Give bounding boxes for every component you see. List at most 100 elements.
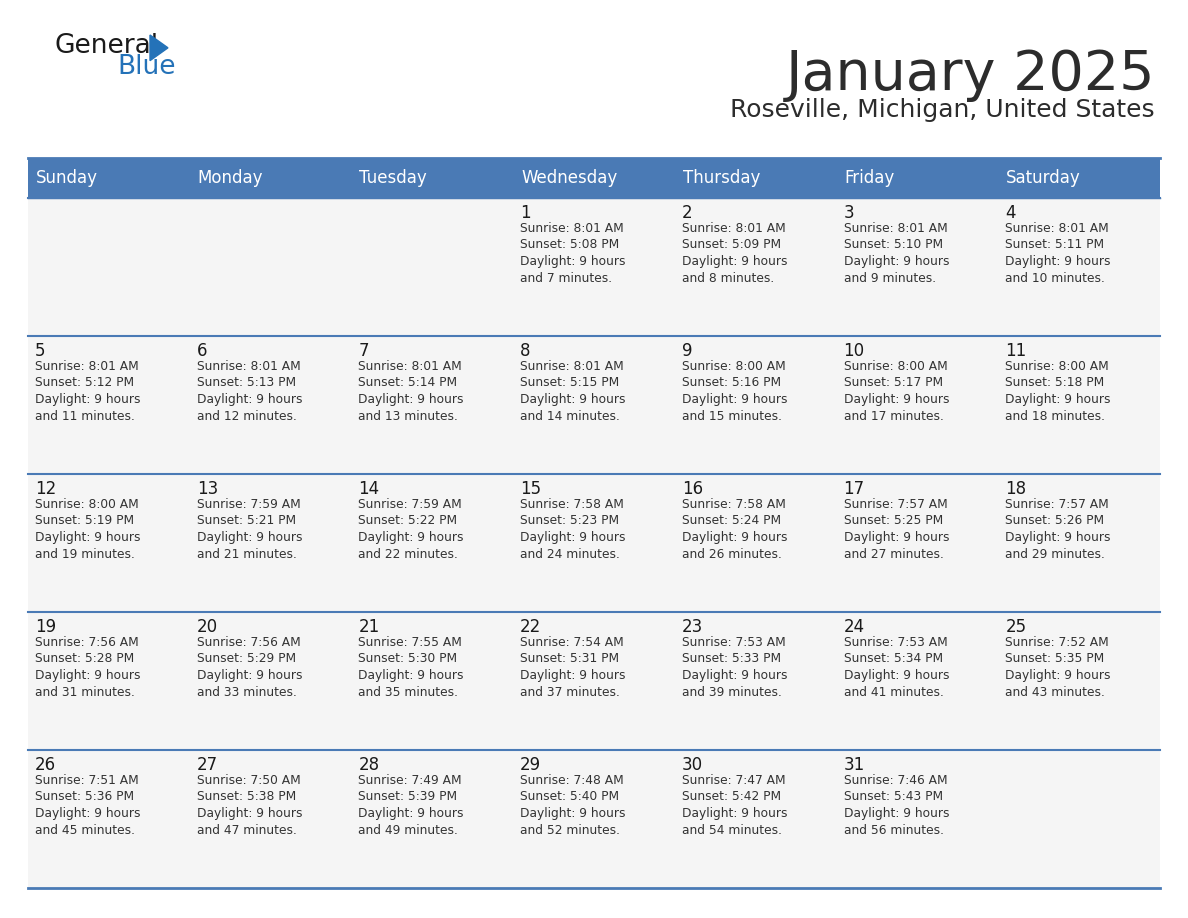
Bar xyxy=(998,158,1159,198)
Text: 25: 25 xyxy=(1005,618,1026,636)
Text: and 13 minutes.: and 13 minutes. xyxy=(359,409,459,422)
Text: Sunrise: 7:56 AM: Sunrise: 7:56 AM xyxy=(197,636,301,649)
Bar xyxy=(29,336,1159,474)
Text: Daylight: 9 hours: Daylight: 9 hours xyxy=(843,255,949,268)
Bar xyxy=(29,198,1159,336)
Bar xyxy=(29,750,1159,888)
Text: Daylight: 9 hours: Daylight: 9 hours xyxy=(843,531,949,544)
Text: Daylight: 9 hours: Daylight: 9 hours xyxy=(197,531,302,544)
Text: Sunrise: 8:00 AM: Sunrise: 8:00 AM xyxy=(34,498,139,511)
Text: and 11 minutes.: and 11 minutes. xyxy=(34,409,135,422)
Text: and 52 minutes.: and 52 minutes. xyxy=(520,823,620,836)
Text: Daylight: 9 hours: Daylight: 9 hours xyxy=(359,393,465,406)
Text: 2: 2 xyxy=(682,204,693,222)
Text: 22: 22 xyxy=(520,618,542,636)
Text: Blue: Blue xyxy=(116,54,176,80)
Text: Sunset: 5:29 PM: Sunset: 5:29 PM xyxy=(197,653,296,666)
Text: Sunrise: 7:55 AM: Sunrise: 7:55 AM xyxy=(359,636,462,649)
Text: Daylight: 9 hours: Daylight: 9 hours xyxy=(682,531,788,544)
Text: and 22 minutes.: and 22 minutes. xyxy=(359,547,459,561)
Text: and 14 minutes.: and 14 minutes. xyxy=(520,409,620,422)
Text: Daylight: 9 hours: Daylight: 9 hours xyxy=(1005,393,1111,406)
Text: Thursday: Thursday xyxy=(683,169,760,187)
Text: General: General xyxy=(55,33,159,59)
Text: and 26 minutes.: and 26 minutes. xyxy=(682,547,782,561)
Text: Daylight: 9 hours: Daylight: 9 hours xyxy=(197,669,302,682)
Bar xyxy=(675,158,836,198)
Text: Sunset: 5:16 PM: Sunset: 5:16 PM xyxy=(682,376,781,389)
Text: Daylight: 9 hours: Daylight: 9 hours xyxy=(34,669,140,682)
Text: 26: 26 xyxy=(34,756,56,774)
Text: Sunrise: 8:01 AM: Sunrise: 8:01 AM xyxy=(682,222,785,235)
Text: Sunset: 5:31 PM: Sunset: 5:31 PM xyxy=(520,653,619,666)
Text: Sunset: 5:24 PM: Sunset: 5:24 PM xyxy=(682,514,781,528)
Text: Sunset: 5:40 PM: Sunset: 5:40 PM xyxy=(520,790,619,803)
Text: Daylight: 9 hours: Daylight: 9 hours xyxy=(197,393,302,406)
Text: Sunset: 5:11 PM: Sunset: 5:11 PM xyxy=(1005,239,1105,252)
Text: 10: 10 xyxy=(843,342,865,360)
Bar xyxy=(190,158,352,198)
Text: 7: 7 xyxy=(359,342,369,360)
Bar xyxy=(29,474,1159,612)
Text: Sunrise: 7:56 AM: Sunrise: 7:56 AM xyxy=(34,636,139,649)
Text: 1: 1 xyxy=(520,204,531,222)
Text: Daylight: 9 hours: Daylight: 9 hours xyxy=(520,393,626,406)
Text: Daylight: 9 hours: Daylight: 9 hours xyxy=(520,531,626,544)
Text: and 19 minutes.: and 19 minutes. xyxy=(34,547,135,561)
Text: and 12 minutes.: and 12 minutes. xyxy=(197,409,297,422)
Text: Sunset: 5:09 PM: Sunset: 5:09 PM xyxy=(682,239,781,252)
Text: Sunrise: 7:54 AM: Sunrise: 7:54 AM xyxy=(520,636,624,649)
Text: Sunset: 5:17 PM: Sunset: 5:17 PM xyxy=(843,376,943,389)
Text: Sunrise: 7:47 AM: Sunrise: 7:47 AM xyxy=(682,774,785,787)
Text: Sunrise: 8:01 AM: Sunrise: 8:01 AM xyxy=(359,360,462,373)
Text: and 7 minutes.: and 7 minutes. xyxy=(520,272,612,285)
Text: and 24 minutes.: and 24 minutes. xyxy=(520,547,620,561)
Text: Sunrise: 8:01 AM: Sunrise: 8:01 AM xyxy=(34,360,139,373)
Bar xyxy=(352,158,513,198)
Text: Roseville, Michigan, United States: Roseville, Michigan, United States xyxy=(731,98,1155,122)
Text: 17: 17 xyxy=(843,480,865,498)
Text: Sunset: 5:26 PM: Sunset: 5:26 PM xyxy=(1005,514,1105,528)
Text: Daylight: 9 hours: Daylight: 9 hours xyxy=(682,807,788,820)
Text: Daylight: 9 hours: Daylight: 9 hours xyxy=(1005,255,1111,268)
Text: 27: 27 xyxy=(197,756,217,774)
Text: and 33 minutes.: and 33 minutes. xyxy=(197,686,297,699)
Text: 13: 13 xyxy=(197,480,217,498)
Text: Daylight: 9 hours: Daylight: 9 hours xyxy=(682,255,788,268)
Text: Sunrise: 7:53 AM: Sunrise: 7:53 AM xyxy=(682,636,785,649)
Text: Sunrise: 7:53 AM: Sunrise: 7:53 AM xyxy=(843,636,947,649)
Bar xyxy=(29,612,1159,750)
Text: and 43 minutes.: and 43 minutes. xyxy=(1005,686,1105,699)
Text: 4: 4 xyxy=(1005,204,1016,222)
Text: Sunday: Sunday xyxy=(36,169,97,187)
Text: and 37 minutes.: and 37 minutes. xyxy=(520,686,620,699)
Text: and 9 minutes.: and 9 minutes. xyxy=(843,272,936,285)
Text: 16: 16 xyxy=(682,480,703,498)
Text: Sunrise: 7:48 AM: Sunrise: 7:48 AM xyxy=(520,774,624,787)
Text: 23: 23 xyxy=(682,618,703,636)
Text: and 47 minutes.: and 47 minutes. xyxy=(197,823,297,836)
Text: and 31 minutes.: and 31 minutes. xyxy=(34,686,135,699)
Text: Sunrise: 8:00 AM: Sunrise: 8:00 AM xyxy=(1005,360,1110,373)
Text: and 35 minutes.: and 35 minutes. xyxy=(359,686,459,699)
Text: Sunrise: 8:00 AM: Sunrise: 8:00 AM xyxy=(843,360,947,373)
Text: Sunset: 5:28 PM: Sunset: 5:28 PM xyxy=(34,653,134,666)
Text: and 45 minutes.: and 45 minutes. xyxy=(34,823,135,836)
Text: Sunset: 5:14 PM: Sunset: 5:14 PM xyxy=(359,376,457,389)
Text: Daylight: 9 hours: Daylight: 9 hours xyxy=(34,393,140,406)
Text: Daylight: 9 hours: Daylight: 9 hours xyxy=(843,807,949,820)
Text: Sunset: 5:38 PM: Sunset: 5:38 PM xyxy=(197,790,296,803)
Text: 6: 6 xyxy=(197,342,207,360)
Text: Sunrise: 8:01 AM: Sunrise: 8:01 AM xyxy=(1005,222,1110,235)
Polygon shape xyxy=(150,35,168,61)
Text: 28: 28 xyxy=(359,756,379,774)
Text: Sunset: 5:15 PM: Sunset: 5:15 PM xyxy=(520,376,619,389)
Bar xyxy=(513,158,675,198)
Text: Daylight: 9 hours: Daylight: 9 hours xyxy=(359,807,465,820)
Text: Sunrise: 7:50 AM: Sunrise: 7:50 AM xyxy=(197,774,301,787)
Text: and 56 minutes.: and 56 minutes. xyxy=(843,823,943,836)
Text: 14: 14 xyxy=(359,480,379,498)
Text: and 8 minutes.: and 8 minutes. xyxy=(682,272,775,285)
Text: Sunrise: 7:58 AM: Sunrise: 7:58 AM xyxy=(520,498,624,511)
Text: Sunset: 5:19 PM: Sunset: 5:19 PM xyxy=(34,514,134,528)
